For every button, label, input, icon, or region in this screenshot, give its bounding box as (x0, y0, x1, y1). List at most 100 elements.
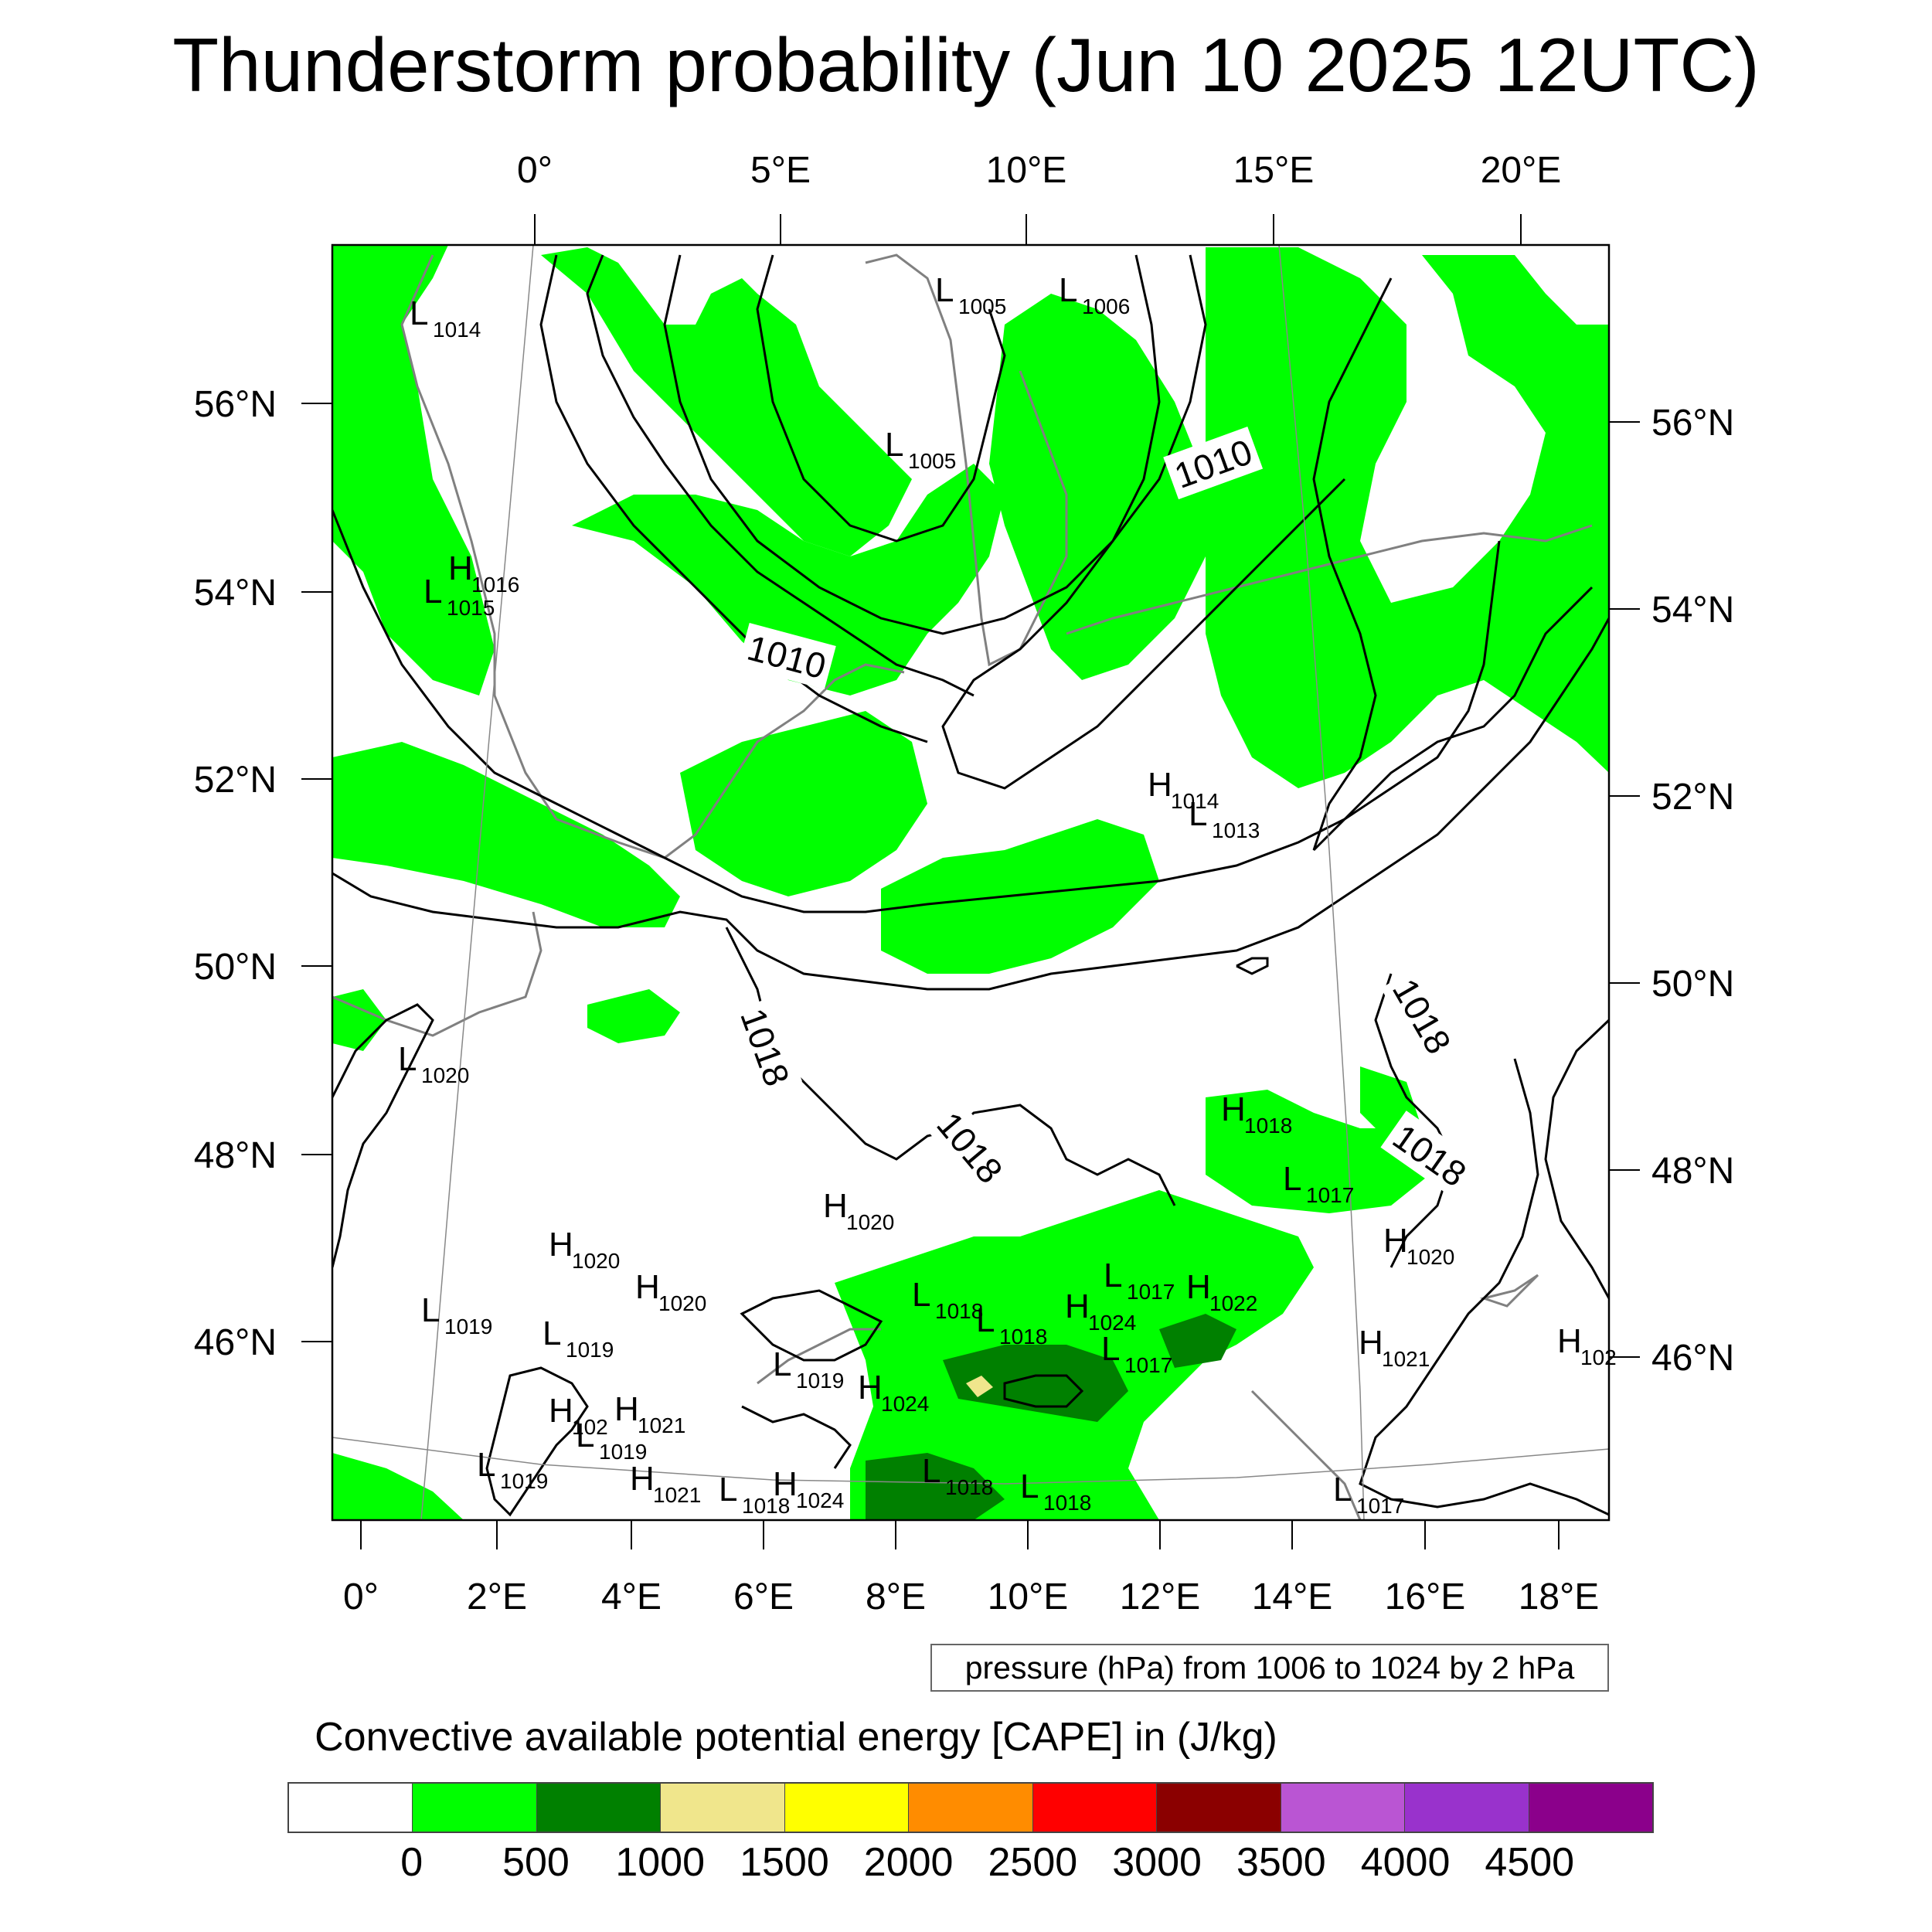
pressure-center-kind: L (410, 294, 428, 332)
pressure-center-value: 1014 (433, 318, 481, 342)
pressure-center: L 1005 (885, 426, 956, 473)
cape-region-poland (1206, 247, 1609, 788)
pressure-center-kind: L (912, 1276, 930, 1314)
pressure-center-value: 1018 (742, 1494, 790, 1518)
pressure-center-kind: H (614, 1390, 639, 1428)
isobar-1006-north (756, 254, 1006, 543)
pressure-center-value: 1018 (945, 1475, 993, 1499)
cape-mid-alps (943, 1345, 1128, 1422)
pressure-center-value: 1015 (447, 596, 495, 620)
isobar-alps-ring (740, 1289, 883, 1362)
colorbar-label: 4000 (1360, 1840, 1451, 1885)
isobar-label: 1018 (1380, 965, 1464, 1066)
cape-region-denmark (989, 294, 1206, 680)
isobar-1018-west (332, 1003, 434, 1268)
pressure-center-value: 1020 (572, 1249, 620, 1273)
pressure-center-kind: L (421, 1291, 440, 1329)
colorbar (287, 1782, 1654, 1833)
pressure-center-value: 1017 (1356, 1494, 1404, 1518)
bottom-axis-label: 12°E (1120, 1577, 1201, 1617)
pressure-center: L 1019 (576, 1417, 647, 1464)
colorbar-swatch (1281, 1784, 1406, 1832)
pressure-center-value: 1017 (1124, 1353, 1172, 1377)
pressure-center-kind: H (630, 1460, 655, 1498)
colorbar-label: 2000 (863, 1840, 954, 1885)
cape-high-spot (966, 1376, 993, 1397)
pressure-center-kind: L (922, 1452, 940, 1490)
isobar-label-bg (1380, 965, 1464, 1066)
cape-mid-po (866, 1453, 1005, 1520)
map-frame (331, 243, 1611, 1522)
pressure-center: L 1017 (1104, 1257, 1175, 1304)
pressure-center: L 1014 (410, 294, 481, 342)
right-axis: 56°N 54°N 52°N 50°N 48°N 46°N (1609, 403, 1734, 1379)
colorbar-swatch (536, 1784, 662, 1832)
top-axis-label: 20°E (1481, 150, 1562, 191)
colorbar-title: Convective available potential energy [C… (315, 1715, 1277, 1760)
top-axis-label: 10°E (986, 150, 1067, 191)
pressure-center-value: 1016 (471, 573, 519, 597)
colorbar-swatch (413, 1784, 537, 1832)
pressure-center-value: 1018 (1043, 1491, 1091, 1515)
pressure-center-value: 1020 (658, 1291, 706, 1315)
colorbar-swatch (784, 1784, 910, 1832)
pressure-center-kind: L (1104, 1257, 1122, 1294)
bottom-axis-label: 10°E (988, 1577, 1069, 1617)
bottom-axis: 0° 2°E 4°E 6°E 8°E 10°E 12°E 14°E 16°E 18°E (343, 1520, 1599, 1617)
cape-region-central (572, 464, 1005, 696)
bottom-axis-label: 14°E (1252, 1577, 1333, 1617)
pressure-center-value: 102 (572, 1415, 608, 1439)
pressure-center-value: 1017 (1127, 1280, 1175, 1304)
pressure-center-kind: H (773, 1465, 798, 1503)
pressure-center-kind: H (549, 1392, 573, 1430)
pressure-center: L 1020 (398, 1040, 469, 1087)
left-axis-label: 50°N (194, 947, 277, 988)
coastline-adriatic (1250, 1389, 1362, 1520)
right-axis-label: 56°N (1651, 403, 1734, 444)
pressure-center-kind: L (1189, 795, 1207, 833)
isobar-po-south (741, 1405, 852, 1469)
left-axis-label: 56°N (194, 384, 277, 425)
pressure-center-value: 1020 (846, 1210, 894, 1234)
cape-region-benelux (680, 711, 927, 896)
pressure-center-value: 1018 (935, 1299, 983, 1323)
colorbar-label: 3500 (1236, 1840, 1326, 1885)
pressure-center-kind: H (1221, 1090, 1246, 1128)
pressure-center-value: 1005 (958, 294, 1006, 318)
pressure-center: L 1017 (1333, 1471, 1404, 1518)
isobar-1008-ring (663, 254, 1161, 635)
bottom-axis-label: 18°E (1519, 1577, 1600, 1617)
isobar-swiss-ring (485, 1366, 589, 1517)
pressure-center-kind: H (635, 1268, 660, 1306)
pressure-center-kind: H (1383, 1222, 1408, 1260)
colorbar-labels: 0 500 1000 1500 2000 2500 3000 3500 4000 4500 (0, 1839, 1932, 1886)
pressure-center-kind: L (773, 1345, 791, 1383)
pressure-center-value: 1024 (881, 1392, 929, 1416)
pressure-center-kind: H (1065, 1287, 1090, 1325)
top-axis: 0° 5°E 10°E 15°E 20°E (517, 150, 1561, 245)
pressure-center-value: 1019 (566, 1338, 614, 1362)
isobar-label-bg (729, 997, 803, 1097)
isobar-1020-east-ring (1544, 1019, 1609, 1299)
coastline-balaton (1479, 1274, 1539, 1308)
isobar-1010-west (586, 254, 975, 697)
pressure-center: L 1019 (477, 1446, 548, 1493)
cape-region-northwest (332, 245, 495, 696)
coastline-ligurian (757, 1328, 881, 1385)
pressure-center-kind: L (423, 573, 442, 611)
pressure-center-kind: H (1557, 1322, 1582, 1360)
left-axis-label: 46°N (194, 1322, 277, 1363)
pressure-center-kind: H (448, 549, 473, 587)
pressure-center-kind: L (543, 1315, 561, 1352)
isobar-1010-east (941, 254, 1346, 790)
pressure-center-value: 1022 (1209, 1291, 1257, 1315)
pressure-center-value: 1019 (599, 1440, 647, 1464)
pressure-center-kind: H (1148, 766, 1172, 804)
isobar-alps-inner (1003, 1374, 1084, 1408)
right-axis-label: 48°N (1651, 1151, 1734, 1192)
